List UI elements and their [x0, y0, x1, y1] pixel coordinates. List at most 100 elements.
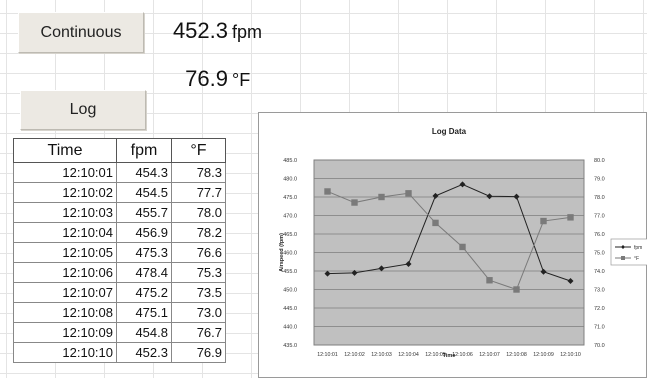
x-tick-label: 12:10:04 — [398, 352, 419, 358]
column-header-fpm: fpm — [116, 138, 172, 163]
fpm-cell[interactable]: 454.8 — [116, 322, 172, 343]
temperature-readout: 76.9 °F — [146, 66, 250, 92]
time-cell[interactable]: 12:10:08 — [13, 302, 117, 323]
fpm-cell[interactable]: 475.1 — [116, 302, 172, 323]
y2-tick-label: 73.0 — [594, 288, 605, 294]
time-cell[interactable]: 12:10:05 — [13, 242, 117, 263]
y-tick-label: 435.0 — [283, 343, 297, 349]
x-tick-label: 12:10:09 — [533, 352, 554, 358]
temperature-value: 76.9 — [185, 66, 228, 91]
y-tick-label: 470.0 — [283, 214, 297, 220]
table-row: 12:10:06 478.4 75.3 — [13, 262, 226, 283]
table-row: 12:10:07 475.2 73.5 — [13, 282, 226, 303]
fpm-cell[interactable]: 452.3 — [116, 342, 172, 363]
fpm-cell[interactable]: 454.3 — [116, 162, 172, 183]
temp-cell[interactable]: 75.3 — [171, 262, 226, 283]
data-point-fpm — [459, 181, 466, 188]
log-table: Time fpm °F 12:10:01 454.3 78.3 12:10:02 45… — [13, 138, 226, 363]
x-tick-label: 12:10:02 — [344, 352, 365, 358]
legend-label: fpm — [634, 245, 642, 251]
table-row: 12:10:10 452.3 76.9 — [13, 342, 226, 363]
data-point-fpm — [486, 193, 493, 200]
y2-tick-label: 72.0 — [594, 306, 605, 312]
x-tick-label: 12:10:05 — [425, 352, 446, 358]
series-line-fpm — [327, 183, 571, 282]
y2-tick-label: 76.0 — [594, 232, 605, 238]
fpm-cell[interactable]: 475.3 — [116, 242, 172, 263]
temp-cell[interactable]: 77.7 — [171, 182, 226, 203]
airspeed-unit: fpm — [232, 22, 263, 42]
data-point-temperature — [540, 217, 547, 225]
time-cell[interactable]: 12:10:10 — [13, 342, 117, 363]
temp-cell[interactable]: 73.0 — [171, 302, 226, 323]
y2-tick-label: 74.0 — [594, 269, 605, 275]
time-cell[interactable]: 12:10:01 — [13, 162, 117, 183]
log-button[interactable]: Log — [20, 90, 146, 130]
y2-tick-label: 70.0 — [594, 343, 605, 349]
data-point-temperature — [513, 286, 520, 293]
y-tick-label: 440.0 — [283, 325, 297, 331]
legend-marker — [621, 256, 625, 260]
data-point-fpm — [513, 193, 520, 200]
y-tick-label: 460.0 — [283, 251, 297, 257]
temp-cell[interactable]: 78.3 — [171, 162, 226, 183]
data-point-temperature — [351, 199, 358, 206]
column-header-time: Time — [13, 138, 117, 163]
data-point-fpm — [351, 269, 358, 276]
log-data-chart[interactable]: Log Data 485.0 480.0 475.0 470.0 465.0 460.0 45… — [258, 112, 647, 378]
chart-canvas: Log Data 485.0 480.0 475.0 470.0 465.0 460.0 45… — [279, 127, 647, 359]
y-tick-label: 455.0 — [283, 269, 297, 275]
chart-title: Log Data — [432, 127, 467, 136]
fpm-cell[interactable]: 455.7 — [116, 202, 172, 223]
temp-cell[interactable]: 76.7 — [171, 322, 226, 343]
x-axis-title: Time — [443, 353, 456, 359]
time-cell[interactable]: 12:10:04 — [13, 222, 117, 243]
data-point-fpm — [378, 265, 385, 272]
data-point-temperature — [459, 243, 466, 251]
fpm-cell[interactable]: 454.5 — [116, 182, 172, 203]
time-cell[interactable]: 12:10:07 — [13, 282, 117, 303]
y2-tick-label: 77.0 — [594, 214, 605, 220]
legend-box — [610, 238, 647, 266]
data-point-fpm — [432, 192, 439, 199]
y-tick-label: 445.0 — [283, 306, 297, 312]
temp-cell[interactable]: 78.0 — [171, 202, 226, 223]
log-table-header-row: Time fpm °F — [13, 138, 226, 163]
legend-label: °F — [634, 256, 639, 262]
x-tick-label: 12:10:07 — [479, 352, 500, 358]
y-axis-title: Airspeed (fpm) — [279, 233, 285, 272]
temp-cell[interactable]: 73.5 — [171, 282, 226, 303]
airspeed-value: 452.3 — [172, 18, 228, 43]
data-point-temperature — [378, 193, 385, 201]
temperature-unit: °F — [232, 70, 251, 90]
fpm-cell[interactable]: 475.2 — [116, 282, 172, 303]
time-cell[interactable]: 12:10:06 — [13, 262, 117, 283]
y2-tick-label: 71.0 — [594, 325, 605, 331]
time-cell[interactable]: 12:10:09 — [13, 322, 117, 343]
table-row: 12:10:03 455.7 78.0 — [13, 202, 226, 223]
data-point-temperature — [405, 190, 412, 197]
data-point-fpm — [324, 270, 331, 277]
time-cell[interactable]: 12:10:03 — [13, 202, 117, 223]
continuous-button[interactable]: Continuous — [18, 12, 144, 53]
table-row: 12:10:08 475.1 73.0 — [13, 302, 226, 323]
table-row: 12:10:09 454.8 76.7 — [13, 322, 226, 343]
data-point-temperature — [324, 188, 331, 195]
data-point-fpm — [567, 277, 574, 284]
y-tick-label: 485.0 — [283, 158, 297, 164]
fpm-cell[interactable]: 456.9 — [116, 222, 172, 243]
temp-cell[interactable]: 76.9 — [171, 342, 226, 363]
y-tick-label: 475.0 — [283, 195, 297, 201]
data-point-fpm — [540, 268, 547, 275]
time-cell[interactable]: 12:10:02 — [13, 182, 117, 203]
y-tick-label: 450.0 — [283, 288, 297, 294]
column-header-temp: °F — [171, 138, 226, 163]
data-point-fpm — [405, 260, 412, 267]
temp-cell[interactable]: 76.6 — [171, 242, 226, 263]
y2-tick-label: 80.0 — [594, 158, 605, 164]
fpm-cell[interactable]: 478.4 — [116, 262, 172, 283]
data-point-temperature — [432, 219, 439, 227]
temp-cell[interactable]: 78.2 — [171, 222, 226, 243]
table-row: 12:10:05 475.3 76.6 — [13, 242, 226, 263]
y2-tick-label: 75.0 — [594, 251, 605, 257]
